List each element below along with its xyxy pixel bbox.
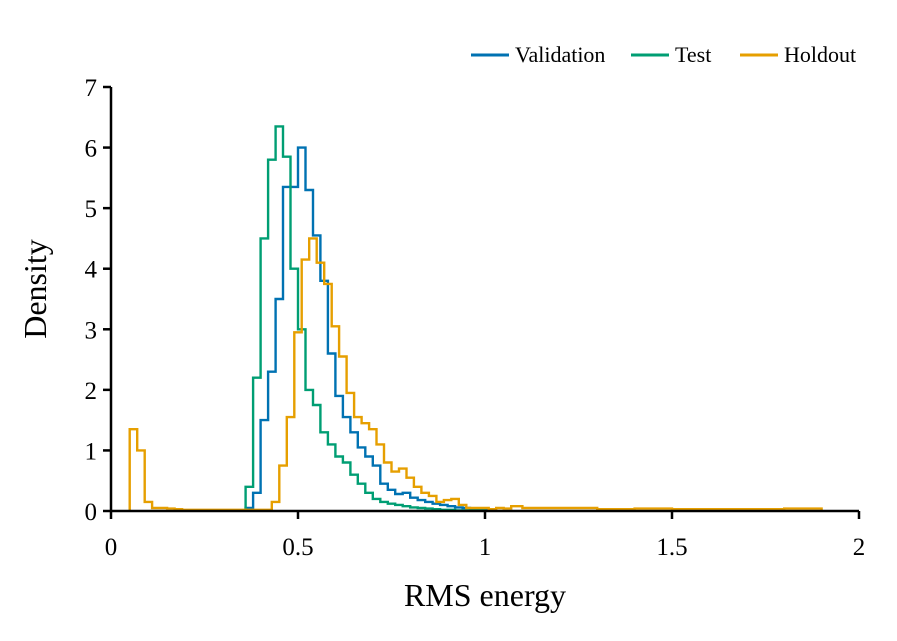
x-tick-label: 1	[479, 534, 492, 561]
series-line-validation	[244, 146, 494, 511]
y-tick-label: 0	[85, 499, 98, 526]
series-line-test	[244, 125, 487, 512]
x-axis-title: RMS energy	[404, 577, 566, 613]
y-tick-label: 6	[85, 136, 98, 163]
x-tick-label: 0	[105, 534, 118, 561]
y-tick-label: 3	[85, 317, 98, 344]
y-tick-label: 2	[85, 378, 98, 405]
legend-label-test: Test	[675, 42, 711, 67]
y-tick-label: 5	[85, 196, 98, 223]
y-ticks: 0 1 2 3 4 5 6 7	[85, 75, 111, 526]
y-axis-title: Density	[17, 239, 53, 339]
y-tick-label: 1	[85, 438, 98, 465]
x-tick-label: 0.5	[282, 534, 313, 561]
x-tick-label: 2	[853, 534, 866, 561]
series-line-holdout	[128, 237, 823, 511]
axes: 0 0.5 1 1.5 2 0 1 2 3 4 5 6 7	[85, 75, 866, 561]
legend: Validation Test Holdout	[471, 42, 856, 67]
y-tick-label: 4	[85, 257, 98, 284]
y-tick-label: 7	[85, 75, 98, 102]
x-tick-label: 1.5	[656, 534, 687, 561]
x-ticks: 0 0.5 1 1.5 2	[105, 511, 866, 561]
legend-label-validation: Validation	[515, 42, 605, 67]
series-layer	[128, 125, 823, 512]
legend-label-holdout: Holdout	[784, 42, 856, 67]
